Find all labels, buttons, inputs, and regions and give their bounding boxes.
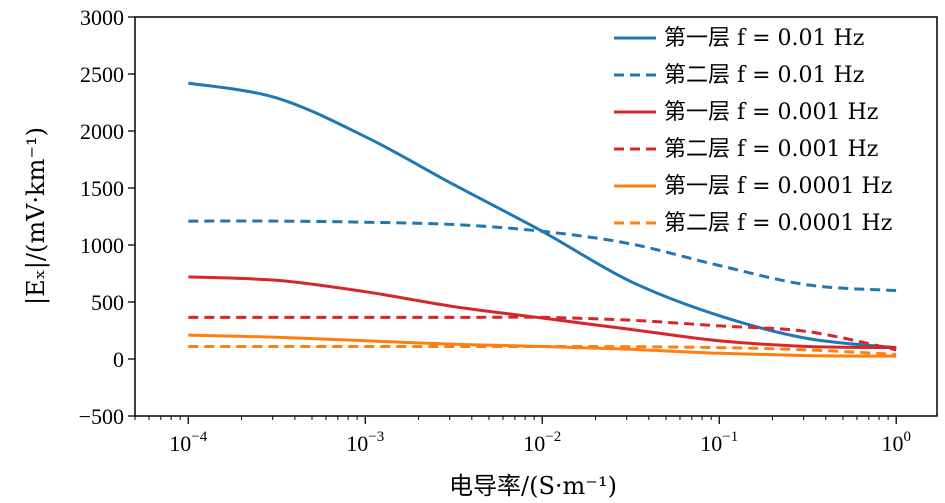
legend: 第一层 f = 0.01 Hz 第二层 f = 0.01 Hz 第一层 f = 0.… [614,26,892,236]
y-tick-label: 2500 [80,62,124,87]
legend-label-6: 第二层 f = 0.0001 Hz [664,211,892,236]
legend-label-2: 第二层 f = 0.01 Hz [664,63,864,88]
legend-label-5: 第一层 f = 0.0001 Hz [664,174,892,199]
y-tick-label: 1000 [80,233,124,258]
x-tick-label: 10−3 [346,429,384,456]
y-tick-label: 1500 [80,176,124,201]
y-tick-label: 500 [91,290,124,315]
legend-label-1: 第一层 f = 0.01 Hz [664,26,864,51]
y-tick-label: −500 [79,404,124,429]
x-tick-label: 10−2 [523,429,561,456]
y-tick-label: 0 [113,347,124,372]
series-line-4 [188,315,897,352]
series-line-6 [188,344,897,356]
y-tick-label: 2000 [80,119,124,144]
x-tick-label: 10−4 [169,429,207,456]
legend-label-4: 第二层 f = 0.001 Hz [664,137,878,162]
series-layer [188,81,897,358]
axes: 3000 2500 2000 1500 1000 500 0 −500 10−4 10−3 10−2… [79,5,938,456]
legend-label-3: 第一层 f = 0.001 Hz [664,100,878,125]
y-tick-label: 3000 [80,5,124,30]
series-line-2 [188,219,897,293]
x-axis-label: 电导率/(S·m⁻¹) [449,472,617,500]
x-tick-label: 100 [881,429,911,456]
y-axis-label: |Eₓ|/(mV·km⁻¹) [22,127,51,305]
x-tick-label: 10−1 [700,429,738,456]
plot-frame [134,16,938,417]
